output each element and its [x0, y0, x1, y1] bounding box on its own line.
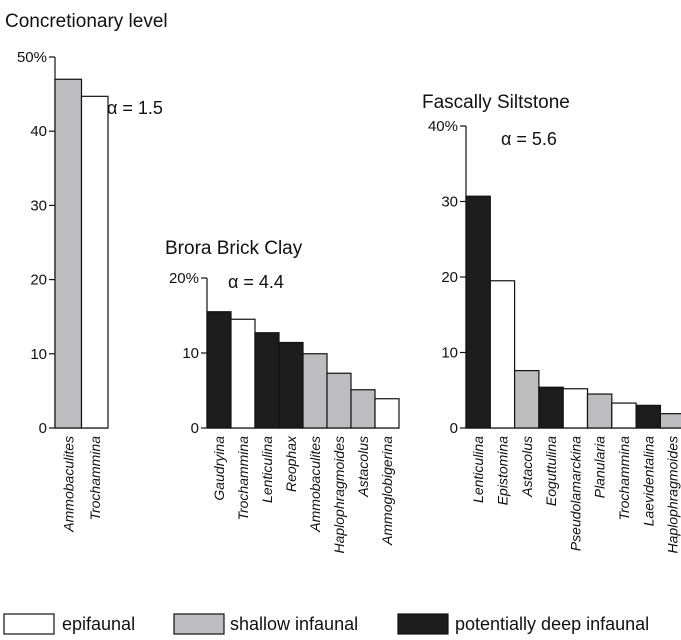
bar-epistomina — [489, 280, 516, 429]
category-label: Epistomina — [494, 436, 510, 505]
category-label: Planularia — [592, 436, 608, 498]
bar-gaudryina — [206, 311, 232, 429]
bar-haplophragmoides — [659, 413, 681, 429]
y-tick-label: 50% — [17, 49, 47, 66]
category-label: Ammobaculites — [307, 436, 323, 533]
category-label: Pseudolamarckina — [567, 436, 583, 551]
legend-label: potentially deep infaunal — [455, 614, 649, 634]
category-label: Trochammina — [616, 436, 632, 521]
y-tick-label: 10 — [30, 346, 47, 363]
bar-pseudolamarckina — [562, 388, 589, 429]
category-label: Ammobaculites — [60, 436, 76, 533]
category-label: Trochammina — [87, 436, 103, 521]
legend-label: epifaunal — [62, 614, 135, 634]
y-tick-label: 30 — [441, 194, 458, 211]
bar-ammobaculites — [302, 353, 328, 429]
category-label: Astacolus — [355, 436, 371, 498]
y-tick-label: 30 — [30, 197, 47, 214]
category-label: Trochammina — [235, 436, 251, 521]
bar-haplophragmoides — [326, 372, 352, 429]
y-tick-label: 20 — [441, 269, 458, 286]
category-label: Lenticulina — [259, 436, 275, 503]
y-tick-label: 20 — [30, 272, 47, 289]
legend-label: shallow infaunal — [230, 614, 358, 634]
y-tick-label: 40% — [428, 118, 458, 135]
bar-planularia — [586, 393, 613, 429]
bar-lenticulina — [254, 332, 280, 429]
y-tick-label: 0 — [191, 420, 199, 437]
alpha-annotation: α = 4.4 — [228, 272, 284, 292]
category-label: Laevidentalina — [640, 436, 656, 527]
bar-ammoglobigerina — [374, 398, 400, 429]
legend-swatch-epifaunal — [3, 613, 55, 635]
category-label: Lenticulina — [470, 436, 486, 503]
bar-astacolus — [513, 370, 540, 429]
bar-trochammina — [80, 95, 109, 429]
category-label: Reophax — [283, 435, 299, 492]
legend-swatch-potentially-deep-infaunal — [397, 613, 449, 635]
bar-laevidentalina — [635, 404, 661, 429]
panel-title: Brora Brick Clay — [165, 238, 303, 259]
legend-swatch-shallow-infaunal — [173, 613, 225, 635]
bar-lenticulina — [465, 195, 491, 429]
bar-astacolus — [350, 389, 376, 429]
alpha-annotation: α = 5.6 — [501, 129, 557, 149]
bar-reophax — [278, 341, 304, 429]
y-tick-label: 10 — [182, 345, 199, 362]
category-label: Haplophragmoides — [331, 436, 347, 554]
panel-title: Fascally Siltstone — [422, 92, 570, 113]
category-label: Ammoglobigerina — [379, 436, 395, 546]
y-tick-label: 10 — [441, 345, 458, 362]
y-tick-label: 0 — [39, 420, 47, 437]
bar-ammobaculites — [54, 78, 83, 429]
bar-eoguttulina — [538, 386, 564, 429]
bar-trochammina — [230, 318, 256, 429]
y-tick-label: 40 — [30, 123, 47, 140]
category-label: Eoguttulina — [543, 436, 559, 506]
panel-title: Concretionary level — [5, 11, 168, 32]
category-label: Haplophragmoides — [665, 436, 681, 554]
category-label: Astacolus — [519, 436, 535, 498]
alpha-annotation: α = 1.5 — [107, 98, 163, 118]
bar-trochammina — [611, 402, 637, 429]
category-label: Gaudryina — [211, 436, 227, 501]
y-tick-label: 0 — [450, 420, 458, 437]
y-tick-label: 20% — [169, 270, 199, 287]
